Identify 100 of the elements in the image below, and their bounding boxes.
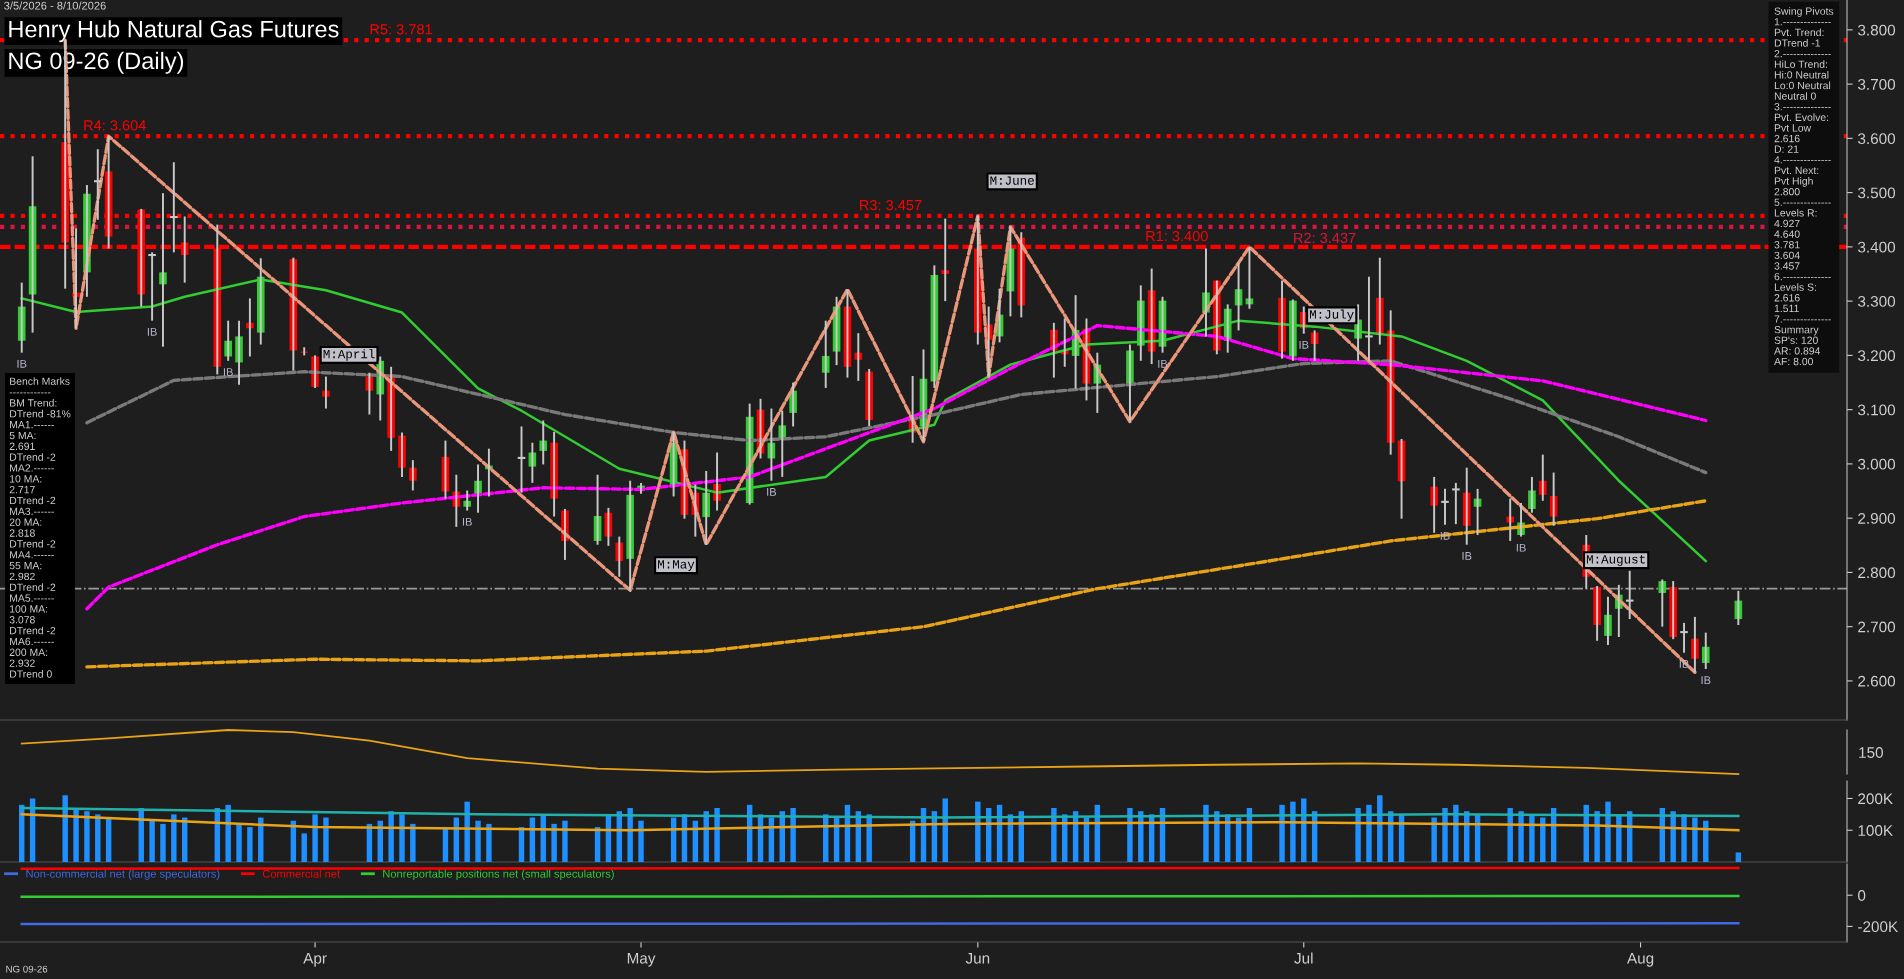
- bar: [790, 808, 796, 862]
- bar: [1681, 814, 1687, 862]
- legend-label: Non-commercial net (large speculators): [26, 869, 220, 880]
- y-tick-label: 200K: [1858, 793, 1893, 805]
- ref-line-label: R4: 3.604: [84, 120, 146, 131]
- legend-label: Nonreportable positions net (small speculators): [383, 869, 614, 880]
- candlestick: [1624, 569, 1635, 621]
- bar: [1442, 808, 1448, 862]
- candlestick: [1679, 621, 1689, 654]
- line-series: [85, 323, 1708, 611]
- ref-line-label: R1: 3.400: [1146, 230, 1208, 242]
- annotation: IB: [462, 517, 472, 526]
- annotation: M:May: [658, 560, 695, 572]
- bar: [975, 801, 981, 862]
- y-tick-label: 100K: [1858, 825, 1893, 836]
- y-tick-label: 0: [1858, 890, 1866, 901]
- candlestick: [168, 161, 179, 254]
- bar: [236, 823, 242, 862]
- bar: [388, 811, 394, 862]
- annotation: IB: [767, 488, 777, 496]
- text: Henry Hub Natural Gas Futures: [9, 20, 339, 43]
- text: Bench Marks ------------ BM Trend: DTrend -81% MA1.------ 5 MA: 2.691 DTrend -2 MA2.------ 10 MA: 2.717 DTrend -2 MA3.------ 20 MA: 2.818 DTrend -2 MA4.------ 55 MA: 2.982 DTrend -2 MA5.------ 100 MA: 3.078 DTrend -2 MA6.------ 200 MA: 2.932 DTrend 0: [9, 377, 71, 678]
- candlestick: [147, 251, 157, 322]
- y-tick-label: 3.300: [1858, 296, 1896, 307]
- annotation: M:August: [1586, 555, 1645, 566]
- bar: [1507, 808, 1513, 862]
- annotation: M:June: [990, 176, 1034, 185]
- y-tick-label: 3.600: [1858, 133, 1896, 145]
- bar: [62, 795, 68, 862]
- text: Swing Pivots 1.-------------- Pvt. Trend: DTrend -1 2.-------------- HiLo Trend: Hi:0 Neutral Lo:0 Neutral Neutral 0 3.-------------- Pvt. Evolve: Pvt Low 2.616 D: 21 4.-------------- Pvt. Next: Pvt High 2.800 5.-------------- Levels R: 4.927 4.640 3.781 3.604 3.457 6.-------------- Levels S: 2.616 1.511 7.-------------- Summary SP's: 120 AR: 0.894 AF: 8.00: [1774, 7, 1834, 366]
- bar: [171, 814, 177, 862]
- bar: [1594, 811, 1600, 862]
- bar: [410, 823, 416, 862]
- annotation: IB: [1299, 341, 1309, 349]
- y-tick-label: 2.900: [1858, 513, 1896, 524]
- bar: [1366, 804, 1372, 862]
- candlestick: [1440, 487, 1450, 526]
- line-series: [85, 359, 1708, 475]
- bar: [1692, 817, 1698, 862]
- legend-label: Commercial net: [262, 869, 340, 878]
- bar: [1735, 852, 1742, 862]
- y-tick-label: 3.200: [1858, 350, 1896, 362]
- y-tick-label: 3.800: [1858, 24, 1896, 36]
- y-tick-label: 3.000: [1858, 458, 1896, 470]
- bar: [399, 814, 405, 862]
- annotation: 3/5/2026 - 8/10/2026: [4, 1, 106, 10]
- bar: [551, 823, 557, 862]
- annotation: IB: [223, 368, 233, 376]
- bar: [1377, 795, 1383, 862]
- y-tick-label: 2.600: [1858, 675, 1896, 687]
- bar: [225, 804, 231, 862]
- y-tick-label: 3.400: [1858, 241, 1896, 253]
- candlestick: [92, 148, 103, 221]
- candlestick: [1451, 481, 1461, 526]
- bar: [1605, 801, 1611, 862]
- y-tick-label: 2.800: [1858, 567, 1896, 579]
- bar: [562, 820, 568, 862]
- bar: [312, 814, 318, 862]
- annotation: M:April: [323, 349, 375, 361]
- y-tick-label: 3.700: [1858, 78, 1896, 90]
- bar: [486, 823, 492, 862]
- bar: [149, 820, 155, 862]
- bar: [84, 811, 90, 862]
- x-tick-label: Aug: [1627, 952, 1654, 967]
- bar: [1453, 804, 1459, 862]
- bar: [323, 817, 329, 862]
- bar: [1616, 814, 1622, 862]
- bar: [247, 827, 253, 862]
- line-series: [85, 499, 1708, 669]
- bar: [1214, 811, 1220, 862]
- annotation: IB: [147, 328, 157, 336]
- bar: [1431, 817, 1437, 862]
- x-tick-label: May: [627, 952, 656, 967]
- line-series: [20, 813, 1740, 832]
- bar: [160, 823, 166, 862]
- bar: [1051, 808, 1057, 862]
- ref-line-label: R5: 3.781: [370, 24, 432, 35]
- bar: [301, 833, 307, 862]
- bar: [1290, 801, 1296, 862]
- annotation: IB: [1462, 552, 1472, 560]
- annotation: IB: [1701, 676, 1711, 684]
- y-tick-label: 3.100: [1858, 404, 1896, 416]
- bar: [475, 820, 481, 862]
- line-series: [20, 806, 1740, 819]
- ref-line-label: R2: 3.437: [1294, 232, 1356, 244]
- y-tick-label: 2.700: [1858, 621, 1896, 633]
- text: NG 09-26: [6, 965, 48, 973]
- annotation: IB: [1158, 360, 1168, 368]
- bar: [1529, 814, 1535, 862]
- ref-line-label: R3: 3.457: [860, 199, 922, 211]
- annotation: IB: [1516, 543, 1526, 552]
- bar: [73, 808, 79, 862]
- bar: [1540, 817, 1546, 862]
- bar: [1355, 808, 1361, 862]
- x-tick-label: Apr: [303, 952, 327, 967]
- x-tick-label: Jul: [1294, 952, 1313, 964]
- x-tick-label: Jun: [965, 952, 990, 964]
- y-tick-label: -200K: [1858, 921, 1899, 933]
- text: 150: [1859, 747, 1883, 758]
- candlestick: [1364, 275, 1374, 362]
